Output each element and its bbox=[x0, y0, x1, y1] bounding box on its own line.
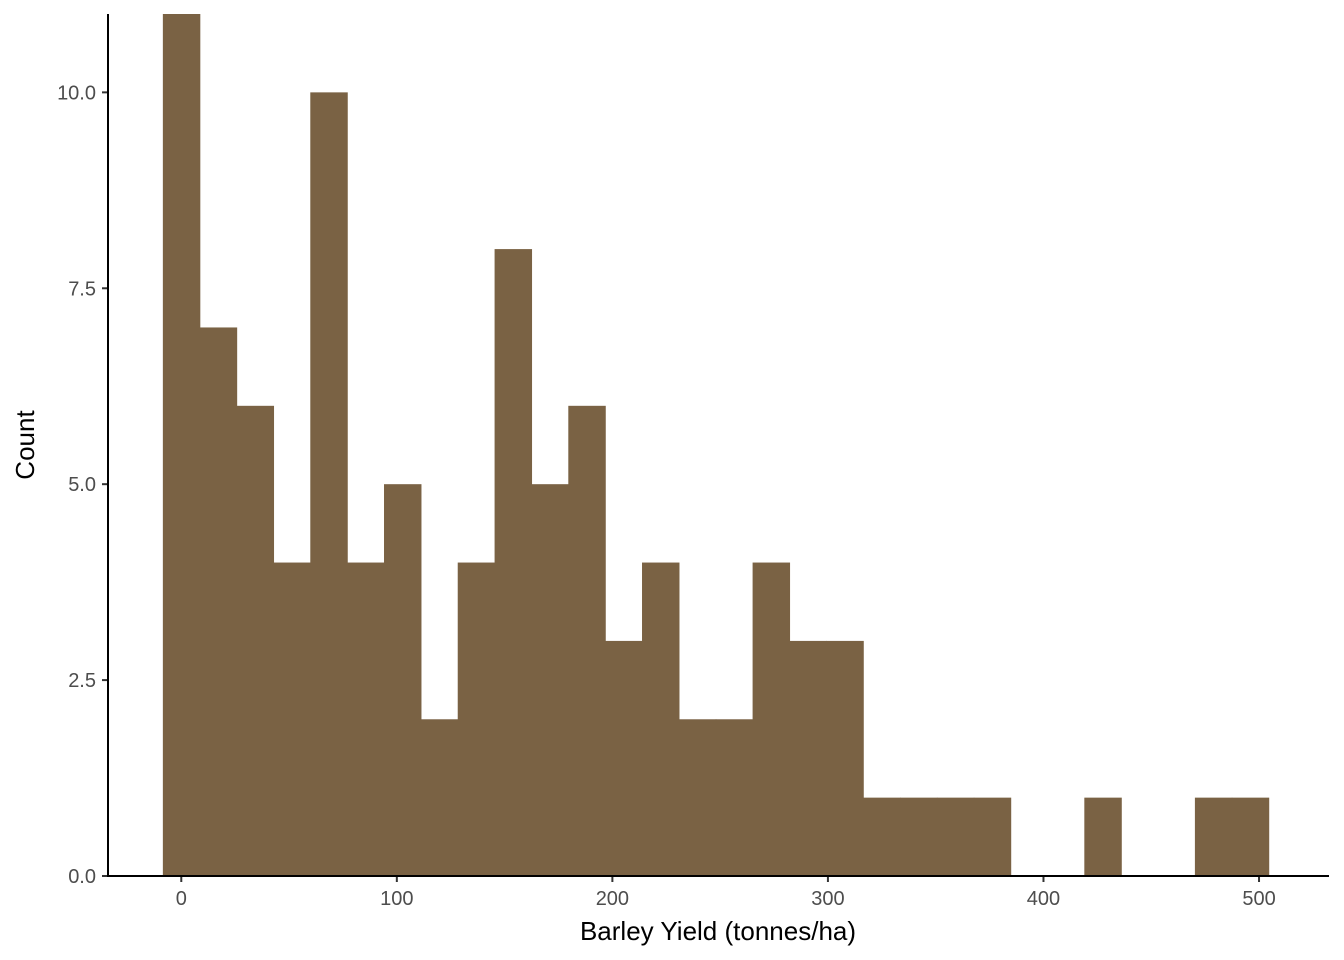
histogram-bar bbox=[273, 562, 311, 876]
x-tick-label: 200 bbox=[596, 888, 629, 910]
histogram-bars bbox=[162, 14, 1270, 876]
histogram-bar bbox=[789, 640, 827, 876]
x-tick-label: 500 bbox=[1242, 888, 1275, 910]
histogram-bar bbox=[162, 14, 201, 876]
x-tick-label: 400 bbox=[1027, 888, 1060, 910]
y-tick-label: 7.5 bbox=[68, 278, 96, 300]
histogram-bar bbox=[347, 562, 385, 876]
histogram-bar bbox=[605, 640, 643, 876]
histogram-bar bbox=[420, 719, 459, 876]
histogram-bar bbox=[715, 719, 754, 876]
histogram-bar bbox=[642, 562, 680, 876]
histogram-bar bbox=[384, 484, 422, 876]
histogram-bar bbox=[457, 562, 496, 876]
histogram-bar bbox=[568, 405, 606, 876]
histogram-bar bbox=[826, 640, 864, 876]
y-tick-label: 10.0 bbox=[57, 82, 96, 104]
histogram-bar bbox=[310, 92, 348, 876]
histogram-bar bbox=[494, 249, 533, 876]
x-tick-label: 0 bbox=[176, 888, 187, 910]
histogram-bar bbox=[973, 797, 1012, 876]
histogram-bar bbox=[531, 484, 569, 876]
histogram-bar bbox=[678, 719, 717, 876]
histogram-bar bbox=[900, 797, 938, 876]
histogram-bar bbox=[752, 562, 791, 876]
histogram-bar bbox=[1194, 797, 1233, 876]
y-axis-ticks: 0.0 2.5 5.0 7.5 10.0 bbox=[57, 82, 108, 888]
histogram-bar bbox=[1084, 797, 1122, 876]
y-tick-label: 2.5 bbox=[68, 670, 96, 692]
histogram-bar bbox=[199, 327, 238, 876]
histogram-bar bbox=[936, 797, 975, 876]
x-tick-label: 100 bbox=[380, 888, 413, 910]
histogram-bar bbox=[236, 405, 275, 876]
x-tick-label: 300 bbox=[811, 888, 844, 910]
x-axis-title: Barley Yield (tonnes/ha) bbox=[580, 916, 856, 946]
y-axis-title: Count bbox=[10, 410, 40, 480]
x-axis-ticks: 0 100 200 300 400 500 bbox=[176, 876, 1276, 910]
histogram-bar bbox=[863, 797, 901, 876]
y-tick-label: 0.0 bbox=[68, 866, 96, 888]
y-tick-label: 5.0 bbox=[68, 474, 96, 496]
histogram-bar bbox=[1231, 797, 1270, 876]
